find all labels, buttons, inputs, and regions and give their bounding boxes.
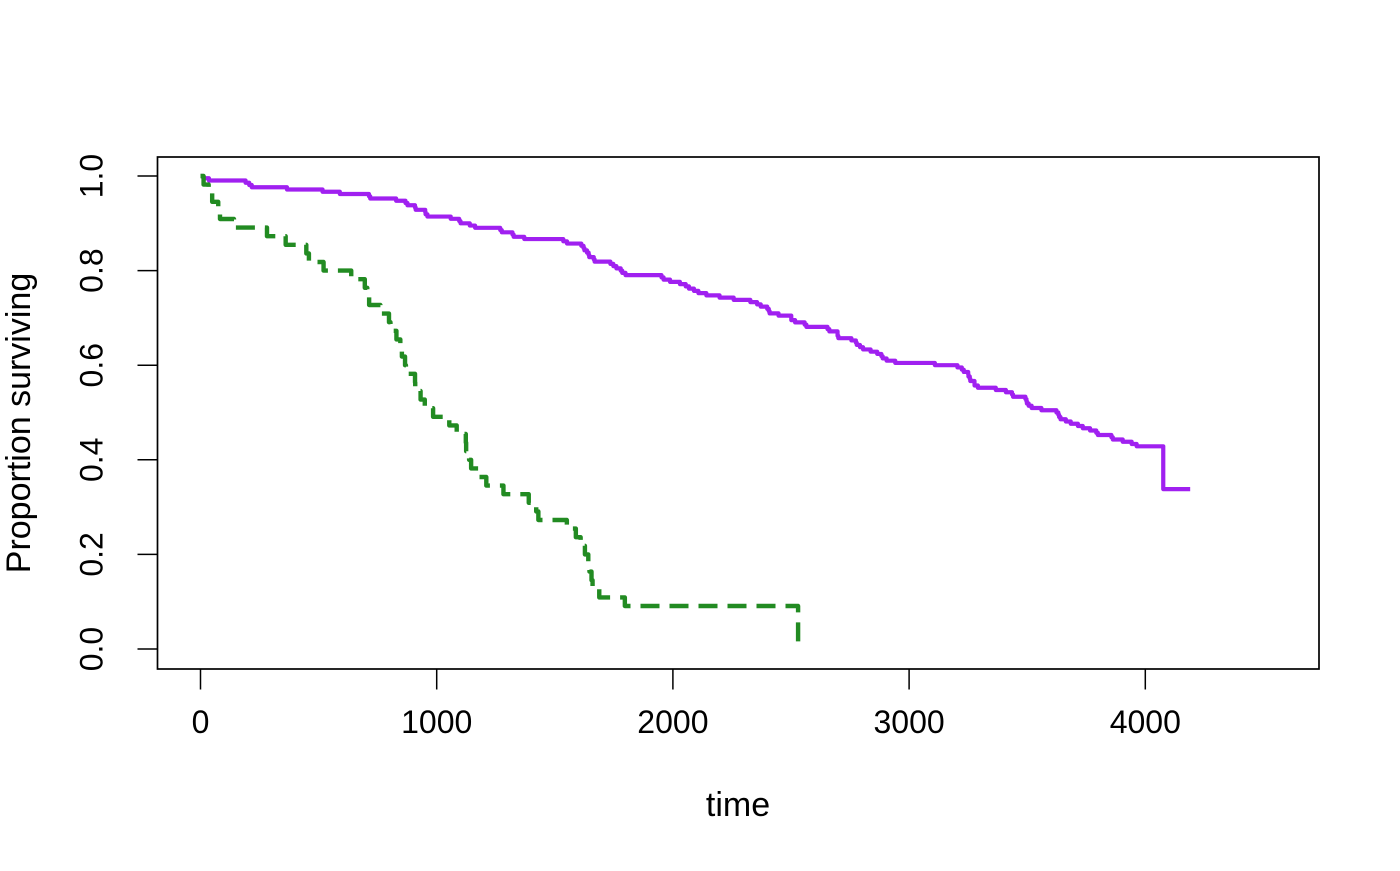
svg-text:0.0: 0.0 — [73, 627, 109, 671]
svg-text:1000: 1000 — [401, 704, 472, 740]
svg-text:time: time — [706, 786, 770, 824]
svg-text:0.2: 0.2 — [73, 532, 109, 576]
svg-text:0.6: 0.6 — [73, 343, 109, 387]
svg-text:3000: 3000 — [874, 704, 945, 740]
svg-text:1.0: 1.0 — [73, 154, 109, 198]
svg-text:0: 0 — [192, 704, 210, 740]
svg-text:Proportion surviving: Proportion surviving — [0, 273, 38, 573]
svg-text:0.4: 0.4 — [73, 438, 109, 482]
svg-text:0.8: 0.8 — [73, 248, 109, 292]
svg-text:2000: 2000 — [637, 704, 708, 740]
svg-text:4000: 4000 — [1110, 704, 1181, 740]
